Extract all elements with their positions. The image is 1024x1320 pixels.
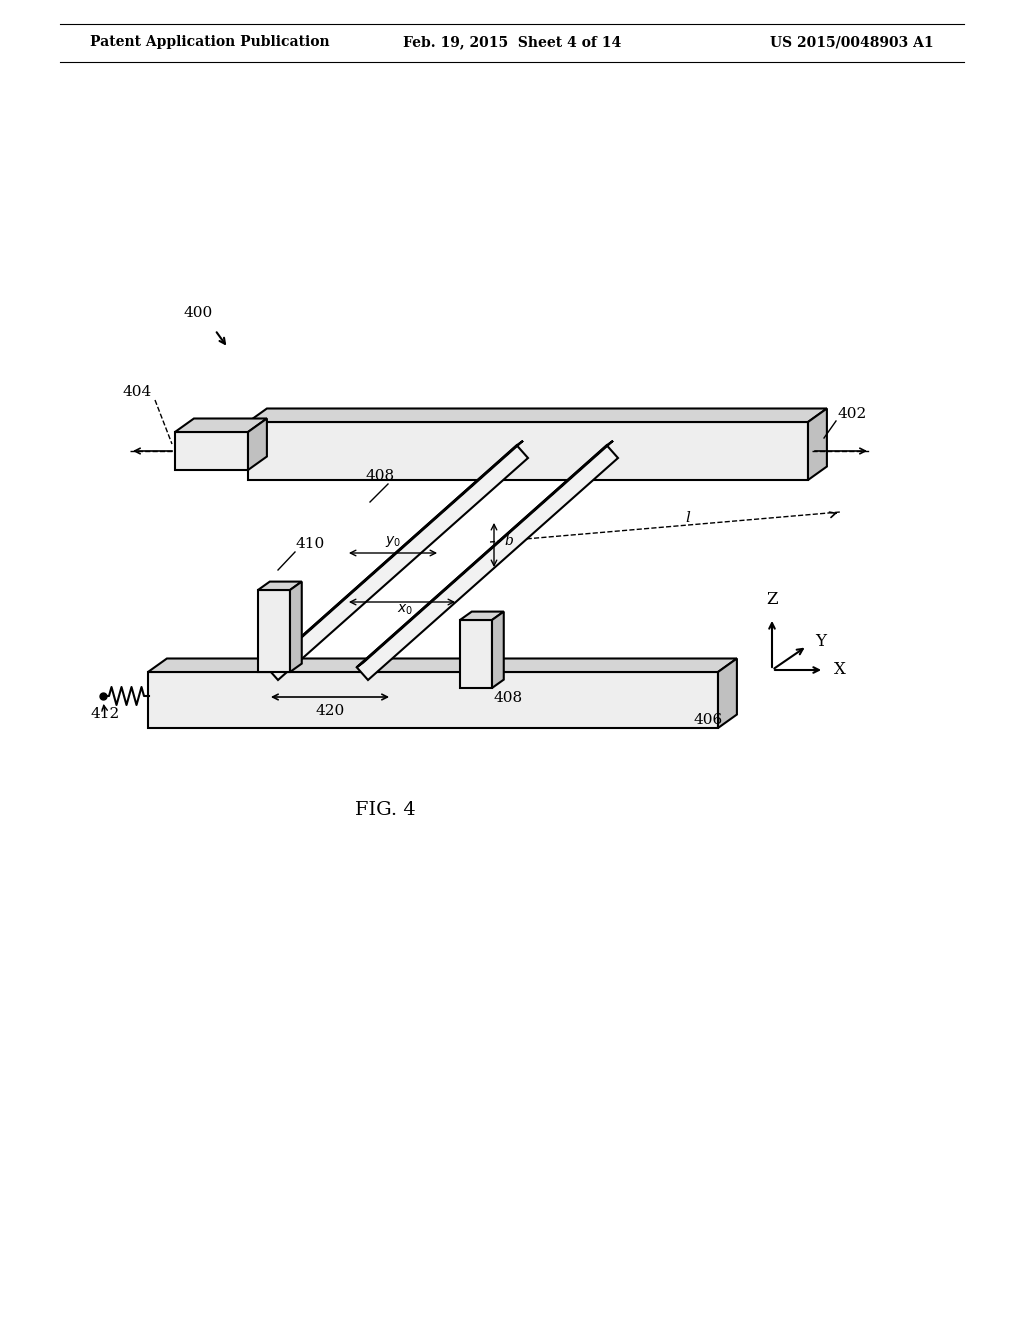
Text: a: a — [257, 591, 265, 605]
Polygon shape — [492, 611, 504, 688]
Text: 410: 410 — [296, 537, 326, 550]
Text: l: l — [685, 511, 690, 525]
Text: 408: 408 — [494, 690, 523, 705]
Polygon shape — [718, 659, 737, 729]
Polygon shape — [460, 620, 492, 688]
Text: 408: 408 — [365, 469, 394, 483]
Text: 400: 400 — [183, 306, 213, 319]
Text: $y_0$: $y_0$ — [385, 535, 401, 549]
Polygon shape — [290, 582, 302, 672]
Text: 402: 402 — [838, 407, 867, 421]
Polygon shape — [356, 441, 613, 668]
Polygon shape — [266, 441, 523, 668]
Text: 406: 406 — [694, 713, 723, 727]
Text: X: X — [834, 661, 846, 678]
Text: $x_0$: $x_0$ — [397, 603, 413, 618]
Polygon shape — [356, 445, 618, 680]
Polygon shape — [248, 422, 808, 480]
Text: Feb. 19, 2015  Sheet 4 of 14: Feb. 19, 2015 Sheet 4 of 14 — [402, 36, 622, 49]
Text: 412: 412 — [90, 708, 120, 721]
Polygon shape — [248, 418, 267, 470]
Text: 404: 404 — [123, 385, 152, 399]
Polygon shape — [266, 445, 528, 680]
Text: Y: Y — [815, 634, 826, 651]
Text: FIG. 4: FIG. 4 — [354, 801, 416, 818]
Polygon shape — [258, 590, 290, 672]
Polygon shape — [258, 582, 302, 590]
Polygon shape — [148, 659, 737, 672]
Polygon shape — [175, 432, 248, 470]
Polygon shape — [460, 611, 504, 620]
Polygon shape — [148, 672, 718, 729]
Text: Z: Z — [766, 591, 778, 609]
Text: Patent Application Publication: Patent Application Publication — [90, 36, 330, 49]
Polygon shape — [175, 418, 267, 432]
Text: b: b — [504, 535, 513, 548]
Text: US 2015/0048903 A1: US 2015/0048903 A1 — [770, 36, 934, 49]
Polygon shape — [248, 408, 827, 422]
Text: 420: 420 — [315, 704, 345, 718]
Polygon shape — [808, 408, 827, 480]
